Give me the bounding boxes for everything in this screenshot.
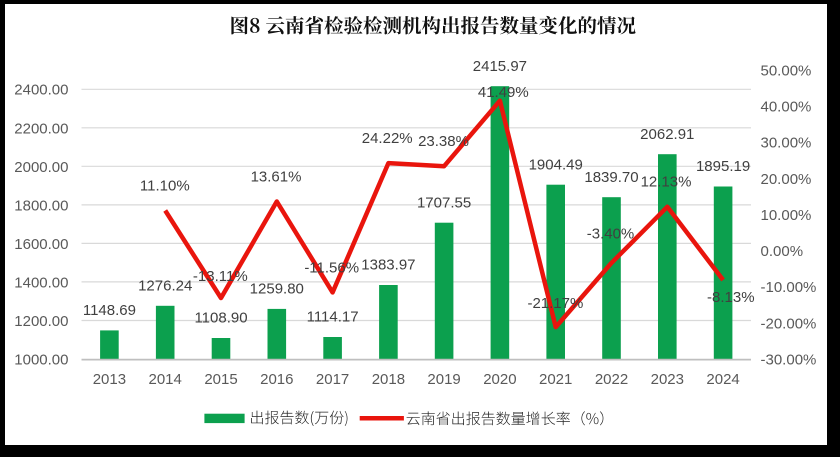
svg-text:-10.00%: -10.00% — [761, 279, 817, 296]
svg-text:1108.90: 1108.90 — [194, 310, 247, 327]
svg-text:20.00%: 20.00% — [761, 171, 812, 188]
svg-text:2016: 2016 — [260, 371, 293, 388]
svg-text:1839.70: 1839.70 — [584, 169, 638, 186]
svg-text:2018: 2018 — [372, 371, 405, 388]
svg-text:1200.00: 1200.00 — [14, 313, 68, 330]
svg-text:-3.40%: -3.40% — [587, 226, 635, 243]
svg-text:2024: 2024 — [706, 371, 739, 388]
svg-text:1707.55: 1707.55 — [417, 194, 471, 211]
svg-text:11.10%: 11.10% — [140, 177, 190, 194]
svg-text:13.61%: 13.61% — [251, 169, 302, 186]
svg-text:2020: 2020 — [483, 371, 516, 388]
svg-text:-8.13%: -8.13% — [707, 289, 755, 306]
svg-text:2013: 2013 — [93, 371, 126, 388]
svg-text:1148.69: 1148.69 — [83, 302, 136, 319]
svg-text:40.00%: 40.00% — [761, 99, 812, 116]
svg-text:1904.49: 1904.49 — [529, 156, 583, 173]
svg-text:1600.00: 1600.00 — [14, 236, 68, 253]
svg-text:-20.00%: -20.00% — [761, 315, 817, 332]
svg-text:2415.97: 2415.97 — [473, 58, 527, 75]
svg-text:50.00%: 50.00% — [761, 63, 812, 80]
svg-text:-13.11%: -13.11% — [193, 268, 248, 285]
svg-text:41.49%: 41.49% — [478, 84, 529, 101]
svg-text:2200.00: 2200.00 — [14, 120, 68, 137]
svg-text:23.38%: 23.38% — [418, 133, 469, 150]
svg-text:2062.91: 2062.91 — [640, 126, 694, 143]
svg-text:1000.00: 1000.00 — [14, 352, 68, 369]
svg-text:30.00%: 30.00% — [761, 135, 812, 152]
svg-text:1400.00: 1400.00 — [14, 274, 68, 291]
svg-text:24.22%: 24.22% — [362, 130, 413, 147]
svg-text:1383.97: 1383.97 — [361, 257, 415, 274]
svg-text:1259.80: 1259.80 — [250, 281, 304, 298]
svg-text:10.00%: 10.00% — [761, 207, 812, 224]
svg-text:0.00%: 0.00% — [761, 243, 804, 260]
svg-text:2023: 2023 — [651, 371, 684, 388]
svg-text:1895.19: 1895.19 — [696, 158, 750, 175]
svg-text:12.13%: 12.13% — [641, 173, 692, 190]
svg-text:-21.17%: -21.17% — [527, 295, 583, 312]
svg-text:-30.00%: -30.00% — [761, 352, 817, 369]
svg-text:2000.00: 2000.00 — [14, 159, 68, 176]
svg-text:2400.00: 2400.00 — [14, 82, 68, 99]
svg-text:1276.24: 1276.24 — [138, 277, 192, 294]
svg-text:2015: 2015 — [204, 371, 237, 388]
svg-text:1114.17: 1114.17 — [307, 309, 359, 326]
svg-text:2022: 2022 — [595, 371, 628, 388]
svg-text:2019: 2019 — [427, 371, 460, 388]
svg-text:1800.00: 1800.00 — [14, 197, 68, 214]
svg-text:2017: 2017 — [316, 371, 349, 388]
svg-text:2021: 2021 — [539, 371, 572, 388]
svg-text:2014: 2014 — [149, 371, 182, 388]
svg-text:-11.56%: -11.56% — [304, 260, 359, 277]
